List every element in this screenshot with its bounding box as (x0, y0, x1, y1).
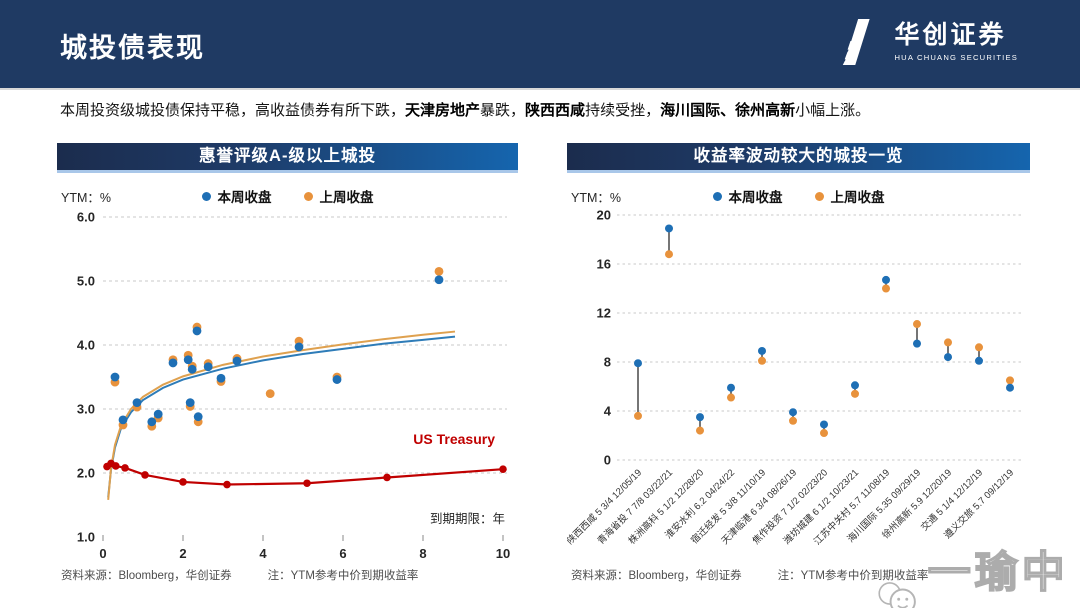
logo-icon (843, 19, 871, 65)
svg-text:6.0: 6.0 (77, 210, 95, 225)
legend-item-this-week: 本周收盘 (201, 186, 272, 206)
logo-subname: HUA CHUANG SECURITIES (894, 52, 1018, 62)
volatility-ytm-label: YTM：% (571, 191, 622, 205)
this-week-dot-icon (201, 191, 211, 201)
logo-name: 华创证券 (894, 21, 1007, 50)
last-week-dot-icon (814, 191, 824, 201)
svg-text:4: 4 (259, 546, 267, 561)
note-text: 注：YTM参考中价到期收益率 (267, 570, 419, 582)
svg-text:3.0: 3.0 (77, 402, 95, 417)
subtitle-bold-segment: 陕西西咸 (525, 102, 586, 119)
subtitle: 本周投资级城投债保持平稳，高收益债券有所下跌，天津房地产暴跌，陕西西咸持续受挫，… (60, 100, 1030, 123)
svg-text:2: 2 (179, 546, 186, 561)
svg-text:16: 16 (597, 257, 611, 272)
logo-text: 华创证券 HUA CHUANG SECURITIES (894, 22, 1018, 62)
svg-text:0: 0 (604, 453, 611, 468)
volatility-chart-title-banner: 收益率波动较大的城投一览 (567, 143, 1030, 173)
svg-text:12: 12 (597, 306, 611, 321)
fitch-chart-head: YTM：% 本周收盘 上周收盘 (57, 173, 518, 207)
subtitle-segment: 小幅上涨。 (795, 102, 871, 119)
svg-text:8: 8 (419, 546, 426, 561)
subtitle-segment: 持续受挫， (585, 102, 661, 119)
volatility-source-note: 资料来源：Bloomberg，华创证券 注：YTM参考中价到期收益率 (571, 567, 928, 583)
fitch-chart-card: 惠誉评级A-级以上城投 YTM：% 本周收盘 上周收盘 6.0 5.0 4.0 3.0… (57, 143, 518, 595)
last-week-dot-icon (303, 191, 313, 201)
note-text: 注：YTM参考中价到期收益率 (777, 570, 929, 582)
subtitle-bold-segment: 天津房地产 (405, 102, 481, 119)
legend-item-last-week: 上周收盘 (303, 186, 374, 206)
subtitle-segment: 本周投资级城投债保持平稳，高收益债券有所下跌， (60, 102, 406, 119)
watermark-text: 一瑜中的 (927, 548, 1069, 598)
legend-item-this-week: 本周收盘 (712, 186, 783, 206)
volatility-legend: 本周收盘 上周收盘 (567, 173, 1030, 206)
svg-text:8: 8 (604, 355, 611, 370)
svg-text:4: 4 (604, 404, 612, 419)
volatility-chart-card: 收益率波动较大的城投一览 YTM：% 本周收盘 上周收盘 20 16 12 8 4 0 陕西… (567, 143, 1030, 595)
svg-text:4.0: 4.0 (77, 338, 95, 353)
svg-text:2.0: 2.0 (77, 466, 95, 481)
logo: 华创证券 HUA CHUANG SECURITIES (838, 18, 1018, 66)
svg-text:10: 10 (496, 546, 510, 561)
legend-item-last-week: 上周收盘 (814, 186, 885, 206)
this-week-label: 本周收盘 (217, 190, 272, 205)
last-week-label: 上周收盘 (830, 190, 885, 205)
fitch-scatter-chart: 6.0 5.0 4.0 3.0 2.0 1.0 0 2 4 6 8 10 到期期限：年 US Treasu… (77, 210, 510, 562)
source-text: 资料来源：Bloomberg，华创证券 (61, 570, 232, 582)
last-week-label: 上周收盘 (319, 190, 374, 205)
subtitle-bold-segment: 海川国际、徐州高新 (660, 102, 796, 119)
svg-text:US Treasury: US Treasury (413, 431, 495, 447)
svg-text:0: 0 (99, 546, 106, 561)
volatility-chart-title: 收益率波动较大的城投一览 (693, 147, 904, 165)
svg-text:20: 20 (597, 208, 611, 223)
source-text: 资料来源：Bloomberg，华创证券 (571, 570, 742, 582)
subtitle-segment: 暴跌， (480, 102, 526, 119)
volatility-chart-head: YTM：% 本周收盘 上周收盘 (567, 173, 1030, 207)
wechat-icon (878, 582, 916, 608)
svg-text:5.0: 5.0 (77, 274, 95, 289)
svg-text:到期期限：年: 到期期限：年 (430, 512, 505, 526)
this-week-dot-icon (712, 191, 722, 201)
fitch-legend: 本周收盘 上周收盘 (57, 173, 518, 206)
fitch-chart-title: 惠誉评级A-级以上城投 (199, 147, 376, 165)
svg-text:6: 6 (339, 546, 346, 561)
page-title: 城投债表现 (60, 33, 205, 63)
fitch-ytm-label: YTM：% (61, 191, 112, 205)
fitch-chart-title-banner: 惠誉评级A-级以上城投 (57, 143, 518, 173)
this-week-label: 本周收盘 (728, 190, 783, 205)
fitch-source-note: 资料来源：Bloomberg，华创证券 注：YTM参考中价到期收益率 (61, 567, 418, 583)
watermark: 一瑜中的 (876, 538, 1080, 608)
svg-text:1.0: 1.0 (77, 530, 95, 545)
header: 城投债表现 华创证券 HUA CHUANG SECURITIES (0, 0, 1080, 90)
